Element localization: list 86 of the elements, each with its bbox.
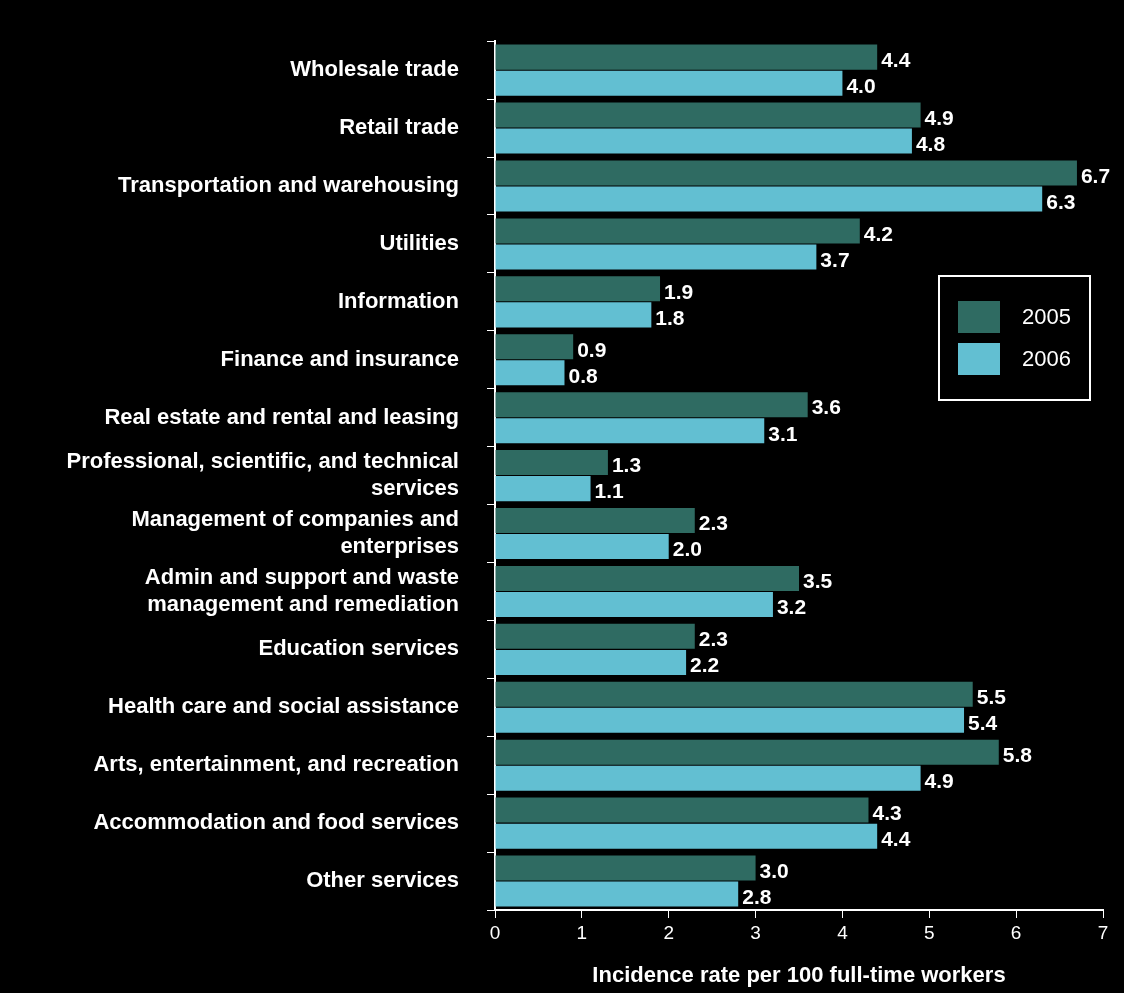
data-label: 2.3	[698, 511, 728, 535]
y-tick-label: Professional, scientific, and technical services	[66, 448, 459, 500]
data-label: 2.0	[672, 537, 702, 561]
bar	[495, 160, 1077, 186]
data-label: 5.8	[1002, 742, 1033, 766]
data-label: 6.7	[1080, 163, 1111, 187]
data-label: 4.9	[924, 769, 954, 793]
data-label: 0.9	[577, 337, 607, 361]
x-tick-label: 1	[576, 921, 588, 943]
bar	[495, 334, 574, 360]
bar	[495, 855, 756, 881]
data-label: 3.6	[811, 395, 841, 419]
bar	[495, 44, 878, 70]
y-tick-label: Transportation and warehousing	[117, 172, 459, 198]
bar	[495, 681, 973, 707]
y-tick-label: Health care and social assistance	[108, 693, 459, 719]
bar	[495, 534, 669, 560]
x-tick-label: 6	[1010, 921, 1022, 943]
bar	[495, 418, 765, 444]
legend-label: 2005	[1022, 304, 1071, 330]
bar	[495, 739, 999, 765]
x-tick-label: 3	[750, 921, 761, 943]
y-tick-label: Education services	[258, 635, 459, 661]
y-tick-label: Finance and insurance	[220, 345, 459, 371]
bar	[495, 797, 869, 823]
y-tick-label: Other services	[306, 867, 459, 893]
bar	[495, 218, 860, 244]
data-label: 4.2	[863, 221, 893, 245]
bar	[495, 765, 921, 791]
y-tick-label: Information	[338, 287, 459, 313]
data-label: 4.4	[881, 47, 911, 71]
data-label: 1.3	[611, 453, 642, 477]
data-label: 2.2	[690, 653, 720, 677]
data-label: 6.3	[1046, 189, 1076, 213]
data-label: 3.7	[820, 247, 850, 271]
data-label: 4.0	[846, 73, 876, 97]
data-label: 3.2	[776, 595, 807, 619]
data-label: 3.0	[759, 858, 789, 882]
bar	[495, 649, 687, 675]
bar	[495, 623, 695, 649]
bar	[495, 102, 921, 128]
data-label: 2.3	[698, 627, 728, 651]
y-tick-label: Utilities	[379, 229, 459, 255]
data-label: 1.9	[664, 279, 694, 303]
data-label: 4.3	[872, 800, 902, 824]
data-label: 1.8	[655, 305, 685, 329]
bar	[495, 476, 591, 502]
y-tick-label: Arts, entertainment, and recreation	[93, 751, 459, 777]
data-label: 0.8	[568, 363, 598, 387]
bar	[495, 707, 965, 733]
data-label: 3.1	[768, 421, 798, 445]
bar	[495, 186, 1043, 212]
data-label: 5.5	[976, 685, 1007, 709]
x-tick-label: 5	[924, 921, 935, 943]
data-label: 4.8	[915, 131, 946, 155]
data-label: 3.5	[803, 569, 833, 593]
data-label: 5.4	[968, 711, 998, 735]
y-tick-label: Accommodation and food services	[93, 809, 459, 835]
bar	[495, 392, 808, 418]
bar	[495, 244, 817, 270]
bar	[495, 128, 912, 154]
y-tick-label: Retail trade	[339, 114, 459, 140]
x-tick-label: 4	[837, 921, 849, 943]
x-axis-title: Incidence rate per 100 full-time workers	[592, 961, 1006, 987]
legend-label: 2006	[1022, 346, 1071, 372]
x-tick-label: 0	[489, 921, 501, 943]
x-tick-label: 7	[1097, 921, 1109, 943]
bar	[495, 302, 652, 328]
data-label: 4.4	[881, 826, 911, 850]
bar	[495, 276, 661, 302]
y-tick-label: Admin and support and waste management and remediation	[144, 564, 459, 616]
bar	[495, 881, 739, 907]
y-tick-label: Real estate and rental and leasing	[104, 403, 459, 429]
y-tick-label: Management of companies and enterprises	[131, 506, 459, 558]
bar	[495, 70, 843, 96]
y-tick-label: Wholesale trade	[290, 56, 459, 82]
bar	[495, 591, 773, 617]
x-tick-label: 2	[663, 921, 674, 943]
data-label: 1.1	[594, 479, 625, 503]
data-label: 4.9	[924, 105, 954, 129]
data-label: 2.8	[742, 884, 772, 908]
bar	[495, 565, 799, 591]
bar	[495, 450, 608, 476]
bar	[495, 823, 878, 849]
bar	[495, 507, 695, 533]
bar	[495, 360, 565, 386]
